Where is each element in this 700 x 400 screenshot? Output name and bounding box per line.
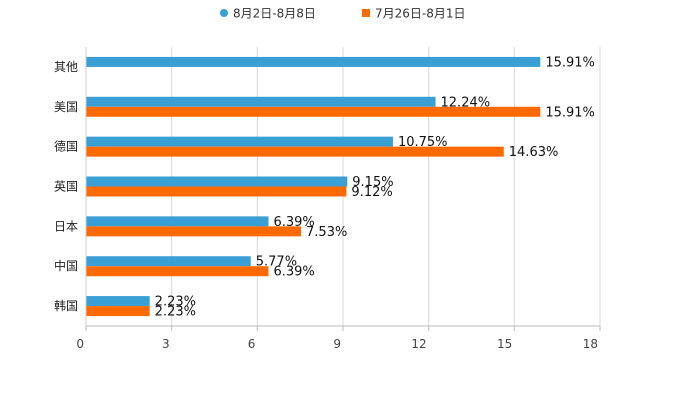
x-tick-label: 3 bbox=[162, 337, 170, 351]
data-label: 7.53% bbox=[306, 225, 347, 240]
legend-label: 8月2日-8月8日 bbox=[233, 7, 316, 21]
x-tick-label: 9 bbox=[333, 337, 341, 351]
bar bbox=[86, 216, 269, 227]
x-tick-label: 18 bbox=[583, 337, 598, 351]
category-label: 其他 bbox=[54, 60, 78, 74]
bar bbox=[86, 266, 269, 277]
data-label: 15.91% bbox=[545, 55, 595, 70]
bar bbox=[86, 136, 393, 147]
legend-marker bbox=[362, 9, 370, 17]
bars bbox=[86, 56, 541, 317]
category-label: 韩国 bbox=[54, 298, 78, 313]
bar bbox=[86, 106, 541, 117]
legend-item: 8月2日-8月8日 bbox=[220, 7, 316, 21]
x-tick-label: 15 bbox=[497, 337, 512, 351]
data-label: 10.75% bbox=[398, 135, 448, 150]
category-label: 美国 bbox=[54, 100, 78, 114]
bar bbox=[86, 306, 150, 317]
bar bbox=[86, 186, 347, 197]
axes: 0 3 6 9 12 15 18 bbox=[76, 47, 601, 351]
bar bbox=[86, 56, 541, 67]
data-label: 2.23% bbox=[155, 305, 196, 320]
category-label: 德国 bbox=[54, 139, 78, 154]
data-label: 15.91% bbox=[545, 105, 595, 120]
x-tick-label: 0 bbox=[76, 337, 84, 351]
data-label: 2.23% bbox=[155, 295, 196, 310]
legend-label: 7月26日-8月1日 bbox=[375, 7, 466, 21]
bar bbox=[86, 296, 150, 307]
bar bbox=[86, 226, 302, 237]
bar bbox=[86, 146, 504, 157]
data-label: 12.24% bbox=[441, 95, 491, 110]
legend-marker bbox=[220, 9, 228, 17]
category-label: 英国 bbox=[54, 180, 78, 194]
data-label: 5.77% bbox=[256, 255, 297, 270]
bar bbox=[86, 176, 348, 187]
category-label: 中国 bbox=[54, 258, 78, 273]
data-label: 9.15% bbox=[352, 175, 393, 190]
data-label: 6.39% bbox=[273, 265, 314, 280]
bar bbox=[86, 256, 251, 267]
labels: 其他 15.91% 美国 12.24% 15.91% 德国 10.75% 14.63% 英国 9.… bbox=[54, 55, 595, 319]
data-label: 14.63% bbox=[509, 145, 559, 160]
data-label: 6.39% bbox=[273, 215, 314, 230]
x-tick-label: 6 bbox=[248, 337, 256, 351]
legend: 8月2日-8月8日 7月26日-8月1日 bbox=[220, 7, 466, 21]
category-label: 日本 bbox=[54, 219, 78, 233]
bar bbox=[86, 96, 436, 107]
legend-item: 7月26日-8月1日 bbox=[362, 7, 466, 21]
x-tick-label: 12 bbox=[411, 337, 426, 351]
data-label: 9.12% bbox=[351, 185, 392, 200]
